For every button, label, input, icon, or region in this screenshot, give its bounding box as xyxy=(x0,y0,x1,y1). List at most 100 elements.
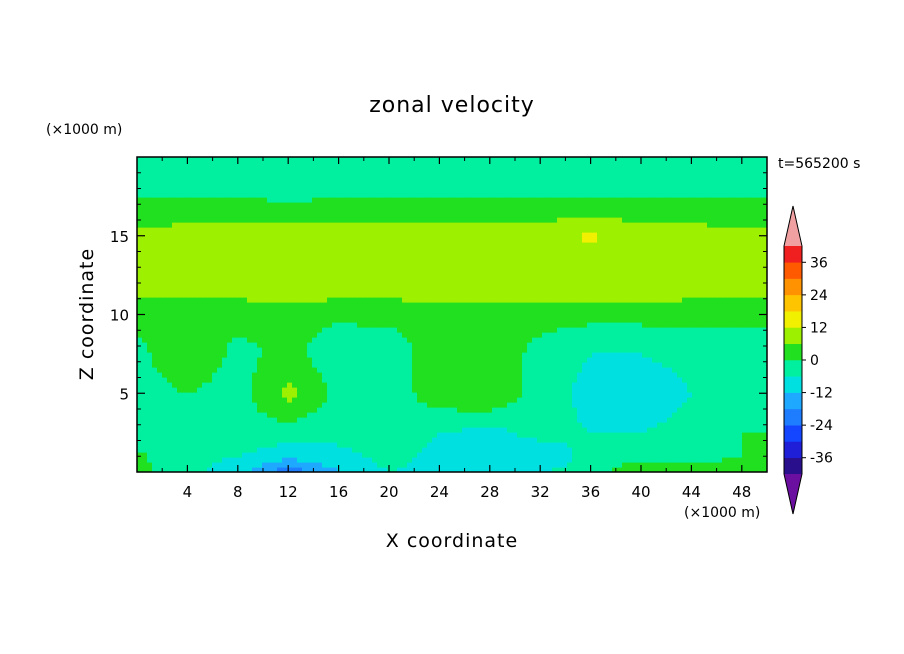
field-cell xyxy=(762,442,767,448)
field-cell xyxy=(327,277,333,283)
field-cell xyxy=(392,272,398,278)
field-cell xyxy=(532,357,538,363)
field-cell xyxy=(177,427,183,433)
field-cell xyxy=(152,402,158,408)
field-cell xyxy=(532,367,538,373)
field-cell xyxy=(252,322,258,328)
field-cell xyxy=(362,287,368,293)
field-cell xyxy=(512,402,518,408)
field-cell xyxy=(372,317,378,323)
field-cell xyxy=(442,277,448,283)
field-cell xyxy=(697,317,703,323)
field-cell xyxy=(392,442,398,448)
field-cell xyxy=(587,392,593,398)
field-cell xyxy=(382,332,388,338)
field-cell xyxy=(342,282,348,288)
field-cell xyxy=(487,342,493,348)
field-cell xyxy=(227,362,233,368)
field-cell xyxy=(397,317,403,323)
field-cell xyxy=(717,332,723,338)
field-cell xyxy=(747,387,753,393)
field-cell xyxy=(502,337,508,343)
field-cell xyxy=(347,302,353,308)
field-cell xyxy=(312,292,318,298)
field-cell xyxy=(412,412,418,418)
field-cell xyxy=(662,387,668,393)
field-cell xyxy=(447,317,453,323)
field-cell xyxy=(492,452,498,458)
field-cell xyxy=(652,387,658,393)
field-cell xyxy=(687,397,693,403)
field-cell xyxy=(752,357,758,363)
field-cell xyxy=(247,327,253,333)
field-cell xyxy=(137,432,143,438)
field-cell xyxy=(382,362,388,368)
field-cell xyxy=(357,442,363,448)
field-cell xyxy=(282,452,288,458)
field-cell xyxy=(482,312,488,318)
field-cell xyxy=(512,307,518,313)
field-cell xyxy=(272,422,278,428)
field-cell xyxy=(597,302,603,308)
field-cell xyxy=(602,462,608,468)
field-cell xyxy=(602,317,608,323)
field-cell xyxy=(662,377,668,383)
field-cell xyxy=(487,412,493,418)
field-cell xyxy=(517,392,523,398)
field-cell xyxy=(217,302,223,308)
field-cell xyxy=(687,447,693,453)
field-cell xyxy=(237,427,243,433)
field-cell xyxy=(237,312,243,318)
field-cell xyxy=(482,462,488,468)
field-cell xyxy=(287,407,293,413)
field-cell xyxy=(157,312,163,318)
field-cell xyxy=(307,292,313,298)
field-cell xyxy=(752,352,758,358)
field-cell xyxy=(287,277,293,283)
field-cell xyxy=(562,352,568,358)
field-cell xyxy=(172,412,178,418)
field-cell xyxy=(157,282,163,288)
field-cell xyxy=(177,327,183,333)
field-cell xyxy=(242,277,248,283)
field-cell xyxy=(152,302,158,308)
field-cell xyxy=(567,392,573,398)
field-cell xyxy=(147,352,153,358)
field-cell xyxy=(367,367,373,373)
field-cell xyxy=(462,372,468,378)
field-cell xyxy=(692,407,698,413)
field-cell xyxy=(527,432,533,438)
field-cell xyxy=(587,357,593,363)
field-cell xyxy=(612,357,618,363)
field-cell xyxy=(702,417,708,423)
field-cell xyxy=(512,437,518,443)
field-cell xyxy=(592,347,598,353)
field-cell xyxy=(722,297,728,303)
field-cell xyxy=(757,407,763,413)
field-cell xyxy=(137,352,143,358)
field-cell xyxy=(677,312,683,318)
field-cell xyxy=(462,332,468,338)
field-cell xyxy=(162,407,168,413)
field-cell xyxy=(632,322,638,328)
field-cell xyxy=(197,387,203,393)
field-cell xyxy=(682,407,688,413)
field-cell xyxy=(477,467,483,472)
field-cell xyxy=(137,412,143,418)
field-cell xyxy=(232,417,238,423)
field-cell xyxy=(437,457,443,463)
field-cell xyxy=(232,337,238,343)
field-cell xyxy=(237,382,243,388)
field-cell xyxy=(237,272,243,278)
field-cell xyxy=(662,317,668,323)
field-cell xyxy=(742,422,748,428)
field-cell xyxy=(177,422,183,428)
field-cell xyxy=(167,432,173,438)
field-cell xyxy=(287,462,293,468)
field-cell xyxy=(452,277,458,283)
field-cell xyxy=(602,282,608,288)
field-cell xyxy=(247,302,253,308)
field-cell xyxy=(602,457,608,463)
field-cell xyxy=(317,422,323,428)
field-cell xyxy=(237,452,243,458)
